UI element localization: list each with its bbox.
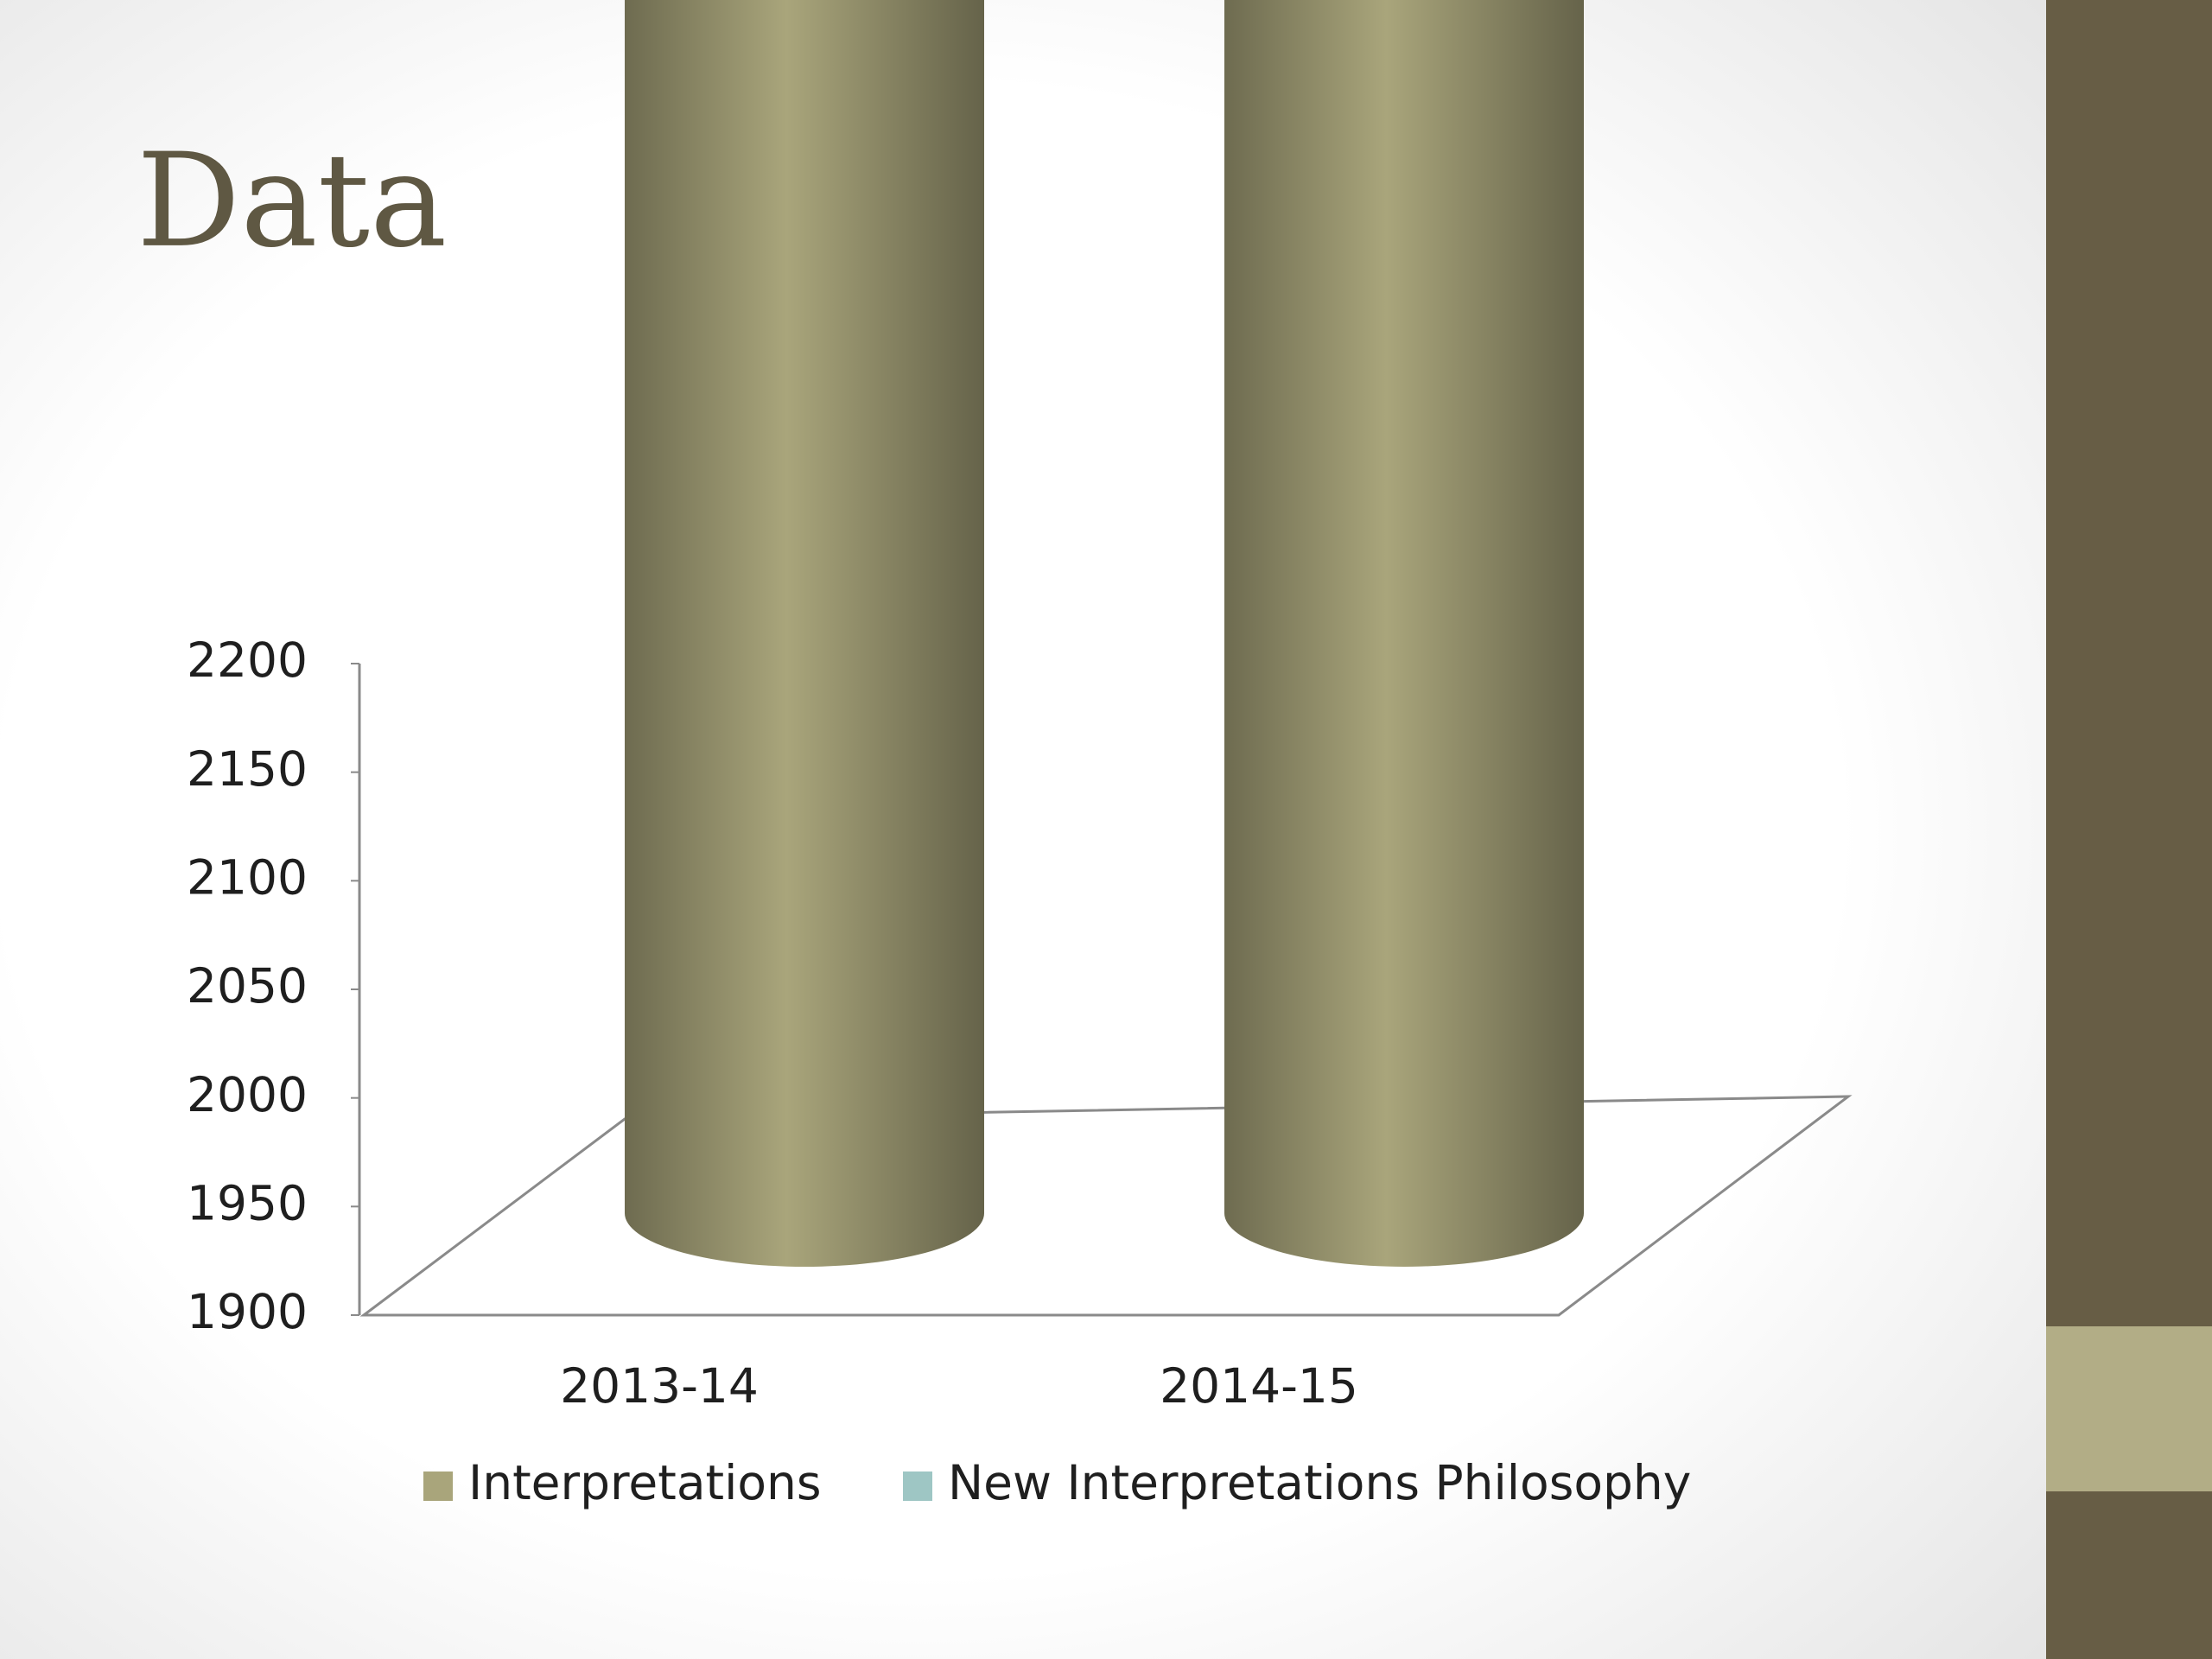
y-tick-label: 2200 bbox=[187, 632, 308, 688]
x-tick-label: 2013-14 bbox=[560, 1358, 759, 1414]
legend-swatch bbox=[423, 1471, 453, 1501]
legend-label: Interpretations bbox=[468, 1455, 822, 1510]
segment-shade bbox=[1224, 0, 1584, 1267]
y-tick-label: 1900 bbox=[187, 1284, 308, 1339]
x-tick-label: 2014-15 bbox=[1160, 1358, 1358, 1414]
legend-swatch bbox=[903, 1471, 932, 1501]
y-tick-label: 2000 bbox=[187, 1067, 308, 1122]
y-tick-label: 1950 bbox=[187, 1175, 308, 1230]
y-tick-label: 2050 bbox=[187, 958, 308, 1014]
slide-title: Data bbox=[137, 126, 447, 276]
y-tick-label: 2150 bbox=[187, 741, 308, 797]
legend-label: New Interpretations Philosophy bbox=[948, 1455, 1691, 1510]
side-accent bbox=[2046, 1326, 2212, 1491]
plot: 215421200648 bbox=[625, 0, 1584, 1267]
floor bbox=[359, 1095, 1853, 1317]
background bbox=[0, 0, 2046, 1659]
y-tick-label: 2100 bbox=[187, 849, 308, 905]
segment-shade bbox=[625, 0, 984, 1267]
